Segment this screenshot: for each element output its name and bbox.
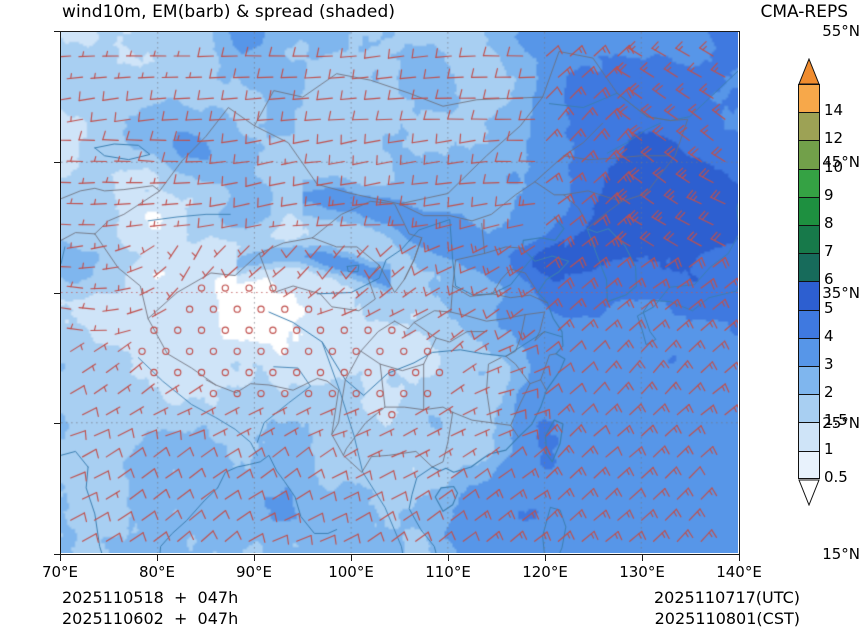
x-tick	[351, 555, 352, 561]
x-tick	[157, 555, 158, 561]
colorbar-segment[interactable]	[798, 366, 820, 395]
colorbar[interactable]: 14 12 10 9 8 7 6 5 4 3 2 1.5 1 0.5	[798, 57, 848, 513]
x-axis-label: 130°E	[619, 563, 665, 581]
colorbar-segment[interactable]	[798, 281, 820, 310]
colorbar-segment[interactable]	[798, 140, 820, 169]
x-tick	[739, 555, 740, 561]
colorbar-segment[interactable]	[798, 394, 820, 423]
x-axis-label: 100°E	[328, 563, 374, 581]
x-tick	[642, 555, 643, 561]
colorbar-tick-label: 4	[824, 326, 834, 345]
colorbar-tick-label: 10	[824, 157, 844, 176]
map-panel[interactable]: No: GS (2019) 1786	[60, 31, 740, 555]
page-title: wind10m, EM(barb) & spread (shaded)	[62, 2, 396, 22]
y-tick	[54, 31, 60, 32]
colorbar-tick-label: 1.5	[824, 411, 848, 430]
map-canvas[interactable]	[61, 32, 738, 553]
x-axis-label: 120°E	[522, 563, 568, 581]
y-axis-label: 55°N	[822, 22, 860, 40]
colorbar-tick-label: 8	[824, 214, 834, 232]
y-axis-label: 45°N	[822, 153, 860, 171]
colorbar-tick-label: 9	[824, 185, 834, 204]
colorbar-tick-label: 5	[824, 298, 834, 317]
x-axis-label: 110°E	[425, 563, 471, 581]
valid-time-utc: 2025110717(UTC)	[654, 588, 800, 607]
y-tick	[54, 423, 60, 424]
x-axis-label: 70°E	[41, 563, 79, 581]
x-tick	[60, 555, 61, 561]
colorbar-tick-label: 1	[824, 439, 834, 458]
x-tick	[545, 555, 546, 561]
model-label: CMA-REPS	[760, 2, 848, 22]
x-axis-label: 140°E	[716, 563, 762, 581]
y-axis-label: 35°N	[822, 284, 860, 302]
colorbar-tick-label: 0.5	[824, 467, 848, 486]
colorbar-segment[interactable]	[798, 309, 820, 338]
colorbar-segment[interactable]	[798, 337, 820, 366]
colorbar-segment[interactable]	[798, 84, 820, 113]
init-time-cst: 2025110602 + 047h	[62, 609, 239, 628]
y-axis-label: 15°N	[822, 545, 860, 563]
colorbar-tick-label: 7	[824, 242, 834, 261]
colorbar-segment[interactable]	[798, 112, 820, 141]
colorbar-over-arrow	[798, 57, 820, 85]
valid-time-cst: 2025110801(CST)	[654, 609, 800, 628]
colorbar-segment[interactable]	[798, 168, 820, 197]
colorbar-tick-label: 14	[824, 101, 844, 120]
x-axis-label: 90°E	[235, 563, 273, 581]
colorbar-tick-label: 2	[824, 383, 834, 402]
x-tick	[448, 555, 449, 561]
y-tick	[54, 554, 60, 555]
init-time-utc: 2025110518 + 047h	[62, 588, 239, 607]
x-tick	[254, 555, 255, 561]
y-axis-label: 25°N	[822, 414, 860, 432]
colorbar-under-arrow	[798, 479, 820, 507]
x-axis-label: 80°E	[138, 563, 176, 581]
y-tick	[54, 162, 60, 163]
colorbar-segment[interactable]	[798, 253, 820, 282]
colorbar-tick-label: 6	[824, 270, 834, 289]
colorbar-segment[interactable]	[798, 450, 820, 479]
colorbar-segment[interactable]	[798, 196, 820, 225]
colorbar-tick-label: 12	[824, 129, 844, 148]
y-tick	[54, 293, 60, 294]
colorbar-segment[interactable]	[798, 225, 820, 254]
colorbar-segment[interactable]	[798, 422, 820, 451]
colorbar-tick-label: 3	[824, 355, 834, 373]
